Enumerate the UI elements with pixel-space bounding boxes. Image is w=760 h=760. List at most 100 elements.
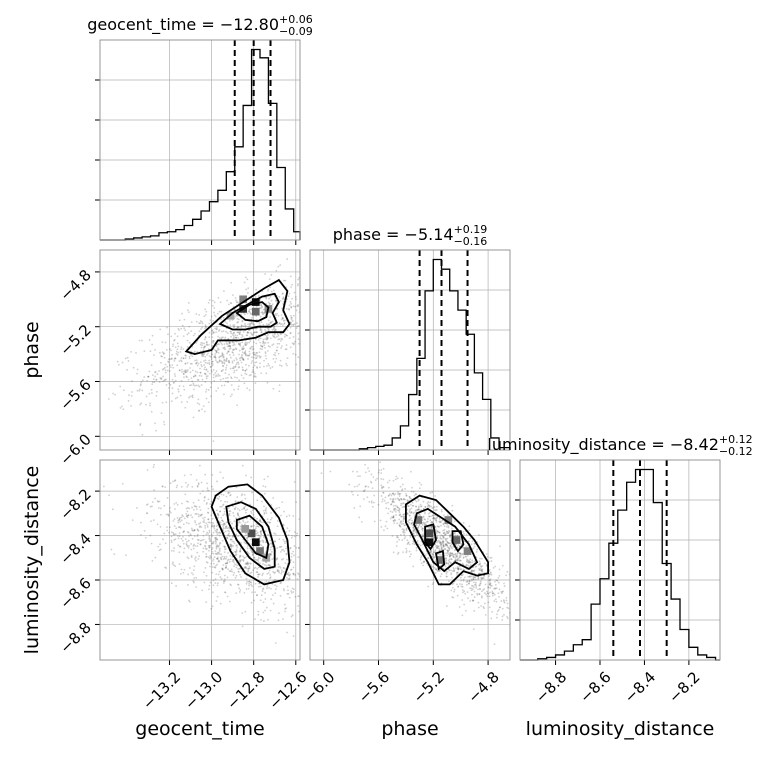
scatter-point [178,526,181,528]
scatter-point [223,507,226,510]
scatter-point [491,610,494,613]
scatter-point [178,329,180,331]
scatter-point [229,538,232,541]
scatter-point [489,557,491,559]
scatter-point [236,325,239,328]
scatter-point [392,492,394,495]
scatter-point [228,342,231,345]
scatter-point [183,568,186,571]
scatter-point [237,318,240,321]
scatter-point [302,266,304,268]
scatter-point [259,315,262,318]
scatter-point [250,331,252,334]
scatter-point [216,584,219,587]
scatter-point [231,351,234,354]
scatter-point [286,592,289,595]
scatter-point [205,548,208,550]
scatter-point [171,345,174,348]
scatter-point [465,556,467,558]
scatter-point [495,579,498,582]
scatter-point [525,621,527,623]
scatter-point [161,368,164,371]
scatter-point [159,513,162,516]
scatter-point [405,492,407,495]
scatter-point [205,574,208,577]
scatter-point [178,545,181,548]
scatter-point [245,288,247,291]
scatter-point [211,485,213,488]
scatter-point [440,543,443,546]
scatter-point [380,486,383,489]
scatter-point [230,548,233,550]
scatter-point [320,355,322,357]
y-tick-label: −8.8 [56,619,94,657]
scatter-point [162,420,165,423]
scatter-point [409,512,412,515]
scatter-point [112,392,115,395]
scatter-point [287,589,289,592]
scatter-point [276,307,279,310]
scatter-point [278,506,281,509]
scatter-point [174,332,176,335]
scatter-point [262,601,265,604]
scatter-point [394,504,397,507]
scatter-point [210,369,213,372]
scatter-point [382,491,385,494]
scatter-point [208,363,211,366]
scatter-point [169,358,172,360]
scatter-point [195,359,198,362]
scatter-point [497,592,500,595]
scatter-point [319,278,321,280]
scatter-point [477,606,480,609]
scatter-point [477,578,480,581]
scatter-point [195,362,198,365]
scatter-point [264,342,267,344]
scatter-point [288,337,291,340]
scatter-point [221,362,224,365]
scatter-point [252,366,255,369]
scatter-point [210,542,213,545]
scatter-point [207,518,210,521]
scatter-point [392,516,395,519]
scatter-point [412,529,415,532]
scatter-point [191,380,194,383]
scatter-point [213,307,216,310]
scatter-point [159,507,162,510]
scatter-point [232,348,235,351]
scatter-point [151,505,153,508]
scatter-point [241,493,244,496]
scatter-point [447,546,450,549]
scatter-point [194,557,196,560]
scatter-point [147,375,150,378]
scatter-point [295,309,298,312]
scatter-point [212,552,215,555]
scatter-point [226,299,229,302]
scatter-point [233,565,235,568]
scatter-point [288,292,291,295]
scatter-point [203,571,205,574]
scatter-point [429,501,432,504]
scatter-point [211,525,214,528]
scatter-point [434,509,437,512]
scatter-point [213,525,216,527]
scatter-point [409,518,411,521]
scatter-point [218,552,221,555]
scatter-point [291,534,293,537]
scatter-point [466,580,469,582]
scatter-point [183,318,186,321]
scatter-point [450,554,453,557]
scatter-point [276,558,278,560]
scatter-point [227,558,230,561]
scatter-point [450,572,453,574]
scatter-point [495,600,498,603]
scatter-point [271,545,274,548]
scatter-point [161,355,163,358]
scatter-point [196,533,199,536]
scatter-point [297,338,300,341]
scatter-point [439,542,442,545]
scatter-point [192,580,195,583]
scatter-point [415,524,418,527]
scatter-point [226,500,229,503]
scatter-point [227,526,230,529]
scatter-point [271,303,274,306]
